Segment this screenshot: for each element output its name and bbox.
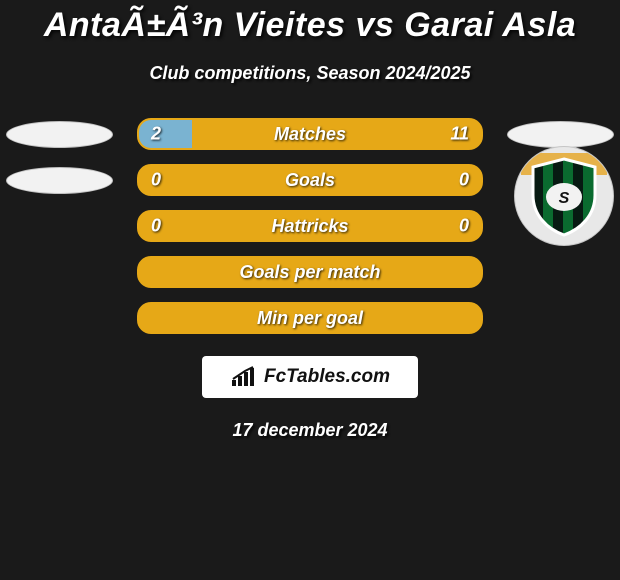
stat-bar: Goals per match	[137, 256, 483, 288]
stat-label: Goals per match	[239, 262, 380, 283]
stat-label: Hattricks	[271, 216, 348, 237]
brand-icon	[230, 366, 258, 388]
stat-rows: 2 11 Matches S 0 0 Goals 0 0 Hattricks Goals per…	[0, 120, 620, 332]
stat-row: 2 11 Matches	[0, 120, 620, 148]
stat-row: S 00Goals	[0, 166, 620, 194]
stat-label: Matches	[274, 124, 346, 145]
stat-bar: 0 0 Goals	[137, 164, 483, 196]
stat-left-value: 0	[151, 216, 161, 237]
stat-right-value: 0	[459, 170, 469, 191]
stat-right-value: 0	[459, 216, 469, 237]
stat-left-value: 2	[151, 124, 161, 145]
stat-left-value: 0	[151, 170, 161, 191]
date-text: 17 december 2024	[0, 420, 620, 441]
stat-label: Min per goal	[257, 308, 363, 329]
page-subtitle: Club competitions, Season 2024/2025	[0, 63, 620, 84]
stat-bar: 0 0 Hattricks	[137, 210, 483, 242]
stat-label: Goals	[285, 170, 335, 191]
stat-right-value: 11	[450, 124, 469, 145]
stat-row: Min per goal	[0, 304, 620, 332]
infographic-container: AntaÃ±Ã³n Vieites vs Garai Asla Club com…	[0, 0, 620, 580]
page-title: AntaÃ±Ã³n Vieites vs Garai Asla	[0, 0, 620, 45]
stat-row: 0 0 Hattricks	[0, 212, 620, 240]
stat-bar-left-fill	[139, 120, 192, 148]
stat-bar: 2 11 Matches	[137, 118, 483, 150]
svg-text:S: S	[559, 190, 570, 207]
stat-row: Goals per match	[0, 258, 620, 286]
stat-bar: Min per goal	[137, 302, 483, 334]
team-left-oval-badge	[6, 167, 113, 194]
team-right-oval-badge	[507, 121, 614, 148]
team-left-oval-badge	[6, 121, 113, 148]
brand-badge: FcTables.com	[202, 356, 418, 398]
brand-text: FcTables.com	[264, 366, 390, 388]
